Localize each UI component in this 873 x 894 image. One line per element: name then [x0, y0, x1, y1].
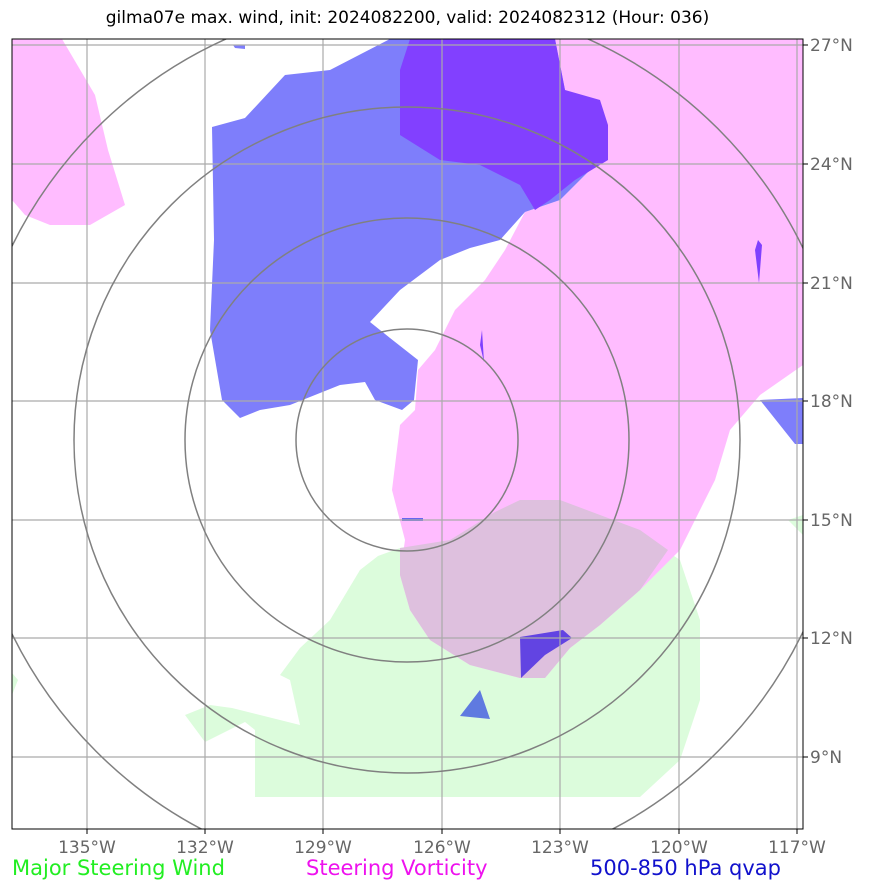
lat-label: 21°N [810, 274, 853, 294]
lat-label: 12°N [810, 629, 853, 649]
range-ring [73, 106, 741, 774]
qvap-region [233, 45, 245, 49]
lon-label: 120°W [650, 838, 708, 858]
lon-label: 126°W [413, 838, 471, 858]
lat-label: 15°N [810, 511, 853, 531]
legend-qvap: 500-850 hPa qvap [590, 856, 781, 880]
qvap-region [520, 630, 572, 678]
qvap-region [760, 398, 803, 444]
lat-label: 24°N [810, 155, 853, 175]
overlap-region [400, 500, 668, 678]
range-rings [12, 39, 803, 829]
grid-lines [12, 39, 803, 829]
qvap-strong-region [400, 39, 608, 210]
steering-wind-region [12, 673, 18, 695]
map-frame [11, 38, 804, 830]
qvap-region [460, 690, 490, 719]
steering-vorticity-region [12, 39, 125, 225]
qvap-strong-region [480, 330, 484, 362]
steering-wind-region [788, 515, 803, 535]
legend-wind: Major Steering Wind [12, 856, 225, 880]
lon-label: 132°W [176, 838, 234, 858]
qvap-strong-region [755, 240, 762, 283]
legend-vorticity: Steering Vorticity [306, 856, 488, 880]
range-ring [295, 328, 519, 552]
lon-label: 129°W [294, 838, 352, 858]
lat-label: 9°N [810, 748, 842, 768]
range-ring [184, 217, 630, 663]
lon-label: 117°W [768, 838, 826, 858]
tick-marks [86, 44, 808, 834]
lon-label: 135°W [58, 838, 116, 858]
map-title: gilma07e max. wind, init: 2024082200, va… [105, 8, 710, 28]
lat-label: 18°N [810, 392, 853, 412]
lat-label: 27°N [810, 36, 853, 56]
lon-label: 123°W [531, 838, 589, 858]
